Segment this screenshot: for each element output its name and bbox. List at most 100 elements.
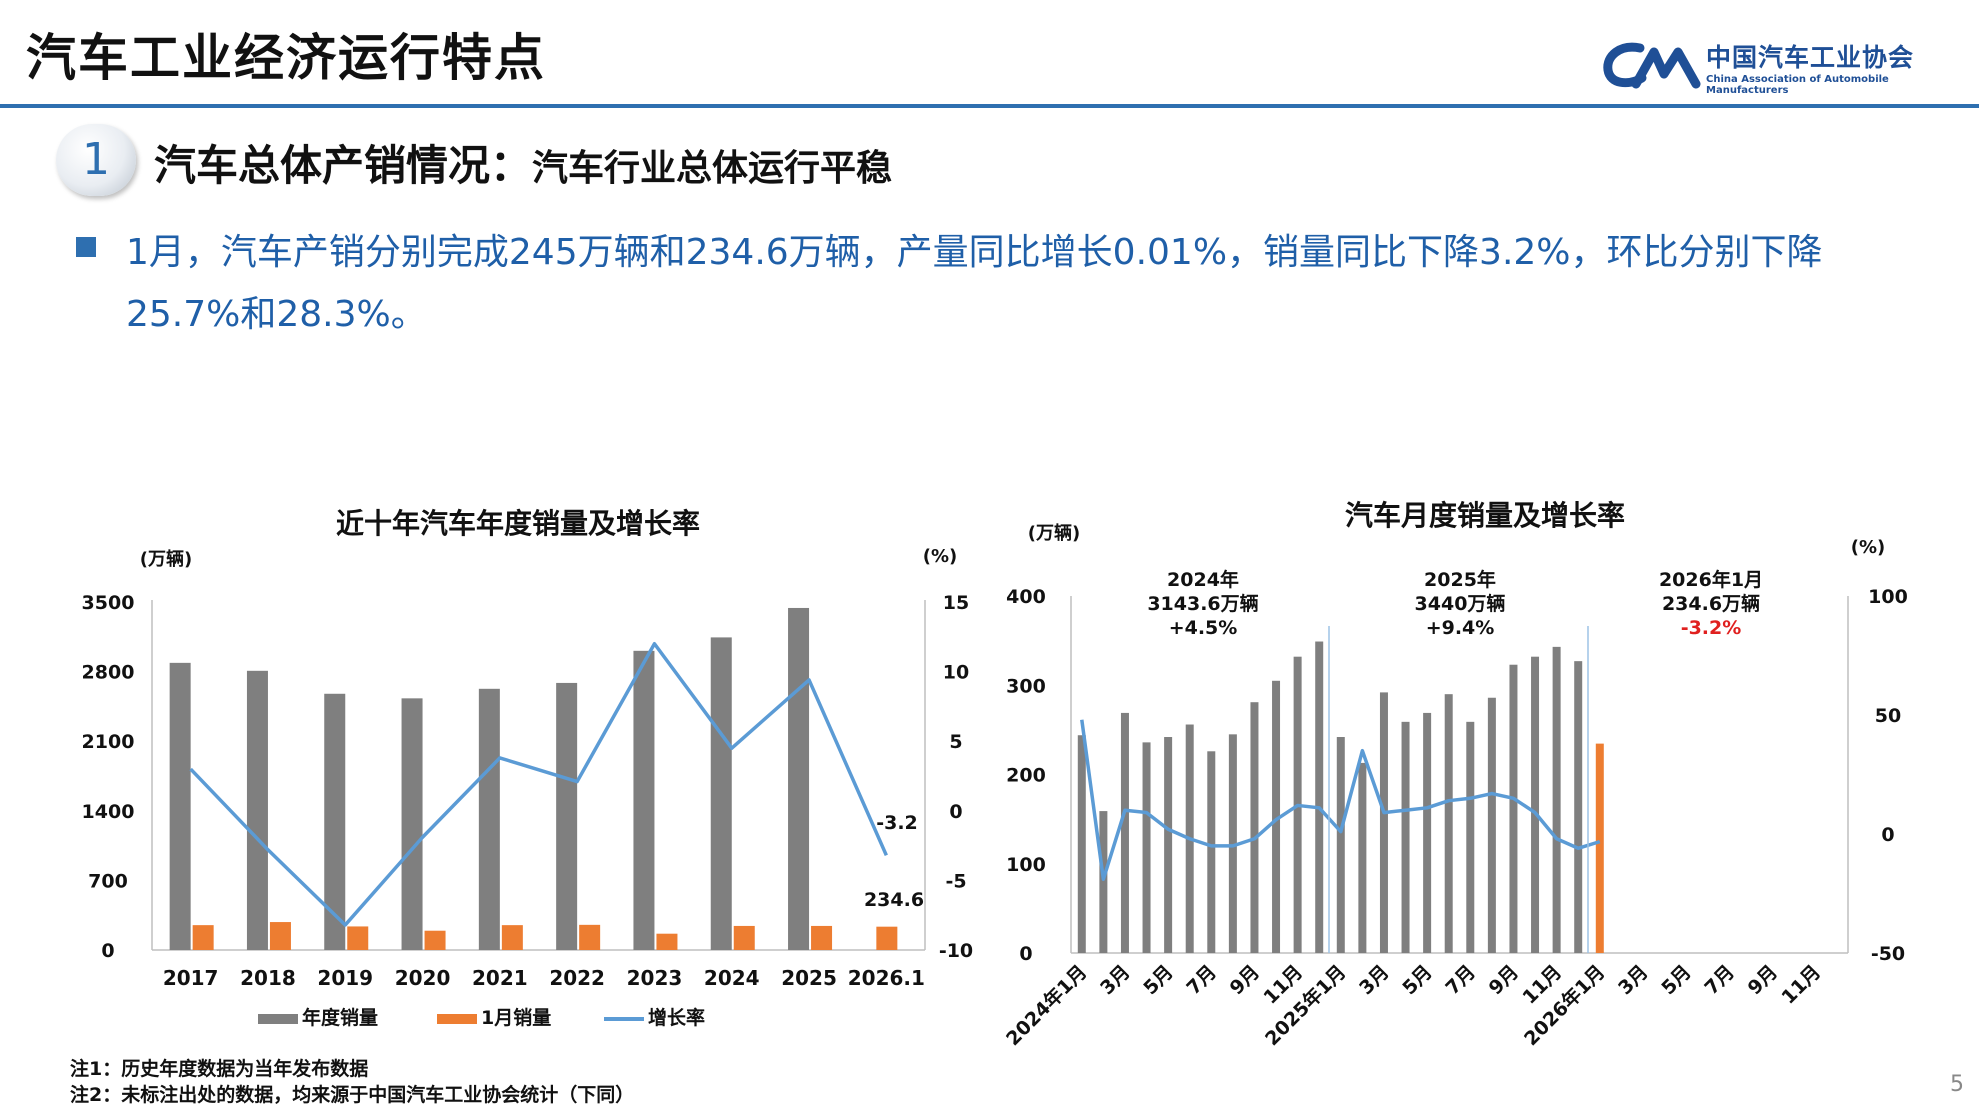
chart1-annual-sales-bar: [710, 637, 732, 950]
chart2-annotation-growth: +4.5%: [1169, 617, 1238, 639]
chart2-month-tick-label: 3月: [1355, 961, 1393, 999]
cam-logo: 中国汽车工业协会 China Association of Automobile…: [1600, 34, 1940, 96]
chart2-right-tick-label: 50: [1875, 705, 1901, 727]
chart2-month-tick-label: 7月: [1182, 961, 1220, 999]
chart1-annual-sales-bar: [246, 670, 268, 950]
chart2-right-tick-label: 100: [1868, 586, 1908, 608]
summary-bullet-text: 1月，汽车产销分别完成245万辆和234.6万辆，产量同比增长0.01%，销量同…: [126, 232, 1823, 335]
chart1-january-sales-bar: [579, 924, 601, 950]
chart1-right-tick-label: 10: [943, 662, 969, 684]
chart1-category-label: 2019: [317, 966, 373, 990]
chart1-january-sales-bar: [269, 922, 291, 950]
chart1-category-label: 2021: [472, 966, 528, 990]
chart2-annotation-total: 3440万辆: [1415, 592, 1506, 615]
chart2-month-tick-label: 9月: [1226, 961, 1264, 999]
chart1-left-tick-label: 1400: [82, 801, 135, 823]
chart1-annual-sales-bar: [169, 662, 191, 950]
chart1-left-tick-label: 2100: [82, 731, 135, 753]
chart2-annotation-title: 2025年: [1424, 568, 1496, 591]
chart2-left-tick-label: 400: [1006, 586, 1046, 608]
chart2-left-tick-label: 100: [1006, 854, 1046, 876]
chart2-month-tick-label: 5月: [1398, 961, 1436, 999]
chart2-left-tick-label: 200: [1006, 765, 1046, 787]
chart2-monthly-sales-bar: [1099, 811, 1108, 953]
chart1-right-tick-label: 0: [949, 801, 962, 823]
chart2-monthly-sales-bar: [1487, 697, 1496, 953]
cam-logo-icon: [1603, 42, 1701, 89]
chart1-annual-sales-bar: [478, 688, 500, 950]
chart1-annual-sales-bar: [556, 682, 578, 950]
chart2-monthly-sales-bar: [1207, 751, 1216, 953]
chart2-monthly-sales-bar: [1423, 712, 1432, 953]
chart1-category-label: 2024: [704, 966, 760, 990]
chart1-annual-sales-bar: [324, 693, 346, 950]
chart1-right-tick-label: 5: [949, 731, 962, 753]
chart2-right-axis-unit: (%): [1851, 537, 1886, 558]
section-heading: 汽车总体产销情况：汽车行业总体运行平稳: [154, 132, 892, 193]
chart2-title: 汽车月度销量及增长率: [1345, 499, 1625, 532]
chart2-monthly-sales-bar: [1574, 661, 1583, 953]
chart1-january-sales-bar: [876, 926, 898, 950]
chart1-annual-sales-bar: [788, 607, 810, 950]
chart1-category-label: 2017: [163, 966, 219, 990]
chart1-left-tick-label: 0: [101, 940, 114, 962]
chart1-growth-rate-line: [189, 642, 888, 927]
chart2-left-axis-unit: (万辆): [1028, 522, 1080, 544]
chart1-annual-sales-bar: [633, 650, 655, 950]
chart1-right-tick-label: -10: [939, 940, 973, 962]
chart1-right-tick-label: 15: [943, 592, 969, 614]
section-number-badge: 1: [56, 124, 136, 196]
header-divider: [0, 104, 1979, 108]
note-2: 注2：未标注出处的数据，均来源于中国汽车工业协会统计（下同）: [70, 1084, 635, 1106]
chart2-right-tick-label: -50: [1871, 943, 1905, 965]
chart1-january-sales-bar: [811, 925, 833, 950]
chart1-legend-swatch-january: [437, 1014, 477, 1024]
chart2-growth-rate-line: [1080, 719, 1601, 881]
chart2-monthly-sales-bar: [1336, 737, 1345, 953]
chart2-monthly-sales-bar: [1142, 742, 1151, 953]
note-1: 注1：历史年度数据为当年发布数据: [70, 1058, 369, 1080]
bullet-marker: [76, 237, 96, 257]
chart2-month-tick-label: 5月: [1139, 961, 1177, 999]
chart2-month-tick-label: 3月: [1614, 961, 1652, 999]
logo-english-name: China Association of Automobile Manufact…: [1706, 74, 1889, 96]
chart1-january-sales-bar: [501, 925, 523, 950]
chart2-annotation-growth: -3.2%: [1681, 617, 1742, 639]
chart1-january-sales-bar: [424, 930, 446, 950]
chart2-annotation-growth: +9.4%: [1426, 617, 1495, 639]
chart2-left-tick-label: 0: [1019, 943, 1032, 965]
chart1-category-label: 2025: [781, 966, 837, 990]
chart1-january-sales-bar: [347, 926, 369, 950]
chart1-category-label: 2022: [549, 966, 605, 990]
chart1-category-label: 2020: [395, 966, 451, 990]
chart1-legend-label-annual: 年度销量: [302, 1006, 378, 1029]
chart2-monthly-sales-bar: [1358, 762, 1367, 953]
chart1-legend-label-january: 1月销量: [481, 1006, 551, 1029]
chart2-monthly-sales-bar: [1531, 656, 1540, 953]
section-heading-main: 汽车总体产销情况：: [154, 141, 533, 190]
chart2-monthly-sales-bar: [1272, 680, 1281, 953]
logo-chinese-name: 中国汽车工业协会: [1706, 43, 1915, 72]
chart2-monthly-sales-bar: [1077, 735, 1086, 953]
chart1-category-label: 2023: [627, 966, 683, 990]
chart2-month-tick-label: 5月: [1657, 961, 1695, 999]
page-title: 汽车工业经济运行特点: [26, 29, 546, 87]
chart1-annual-sales-bar: [401, 698, 423, 950]
chart1-legend-swatch-annual: [258, 1014, 298, 1024]
page-number: 5: [1950, 1072, 1964, 1097]
chart1-growth-data-label: -3.2: [876, 812, 918, 834]
chart2-month-tick-label: 2024年1月: [1001, 960, 1091, 1050]
chart2-month-tick-label: 7月: [1700, 961, 1738, 999]
chart2-month-tick-label: 9月: [1485, 961, 1523, 999]
chart2-monthly-sales-bar: [1228, 734, 1237, 953]
chart2-monthly-sales-bar: [1120, 712, 1129, 953]
chart2-monthly-sales-bar: [1379, 692, 1388, 953]
chart2-monthly-sales-bar: [1401, 721, 1410, 953]
chart1-left-tick-label: 700: [88, 870, 128, 892]
chart1-left-tick-label: 3500: [82, 592, 135, 614]
chart1-left-axis-unit: (万辆): [140, 548, 192, 570]
chart1-january-sales-bar: [733, 925, 755, 950]
chart2-annotation-total: 234.6万辆: [1662, 592, 1760, 615]
chart1-january-sales-bar: [656, 933, 678, 950]
